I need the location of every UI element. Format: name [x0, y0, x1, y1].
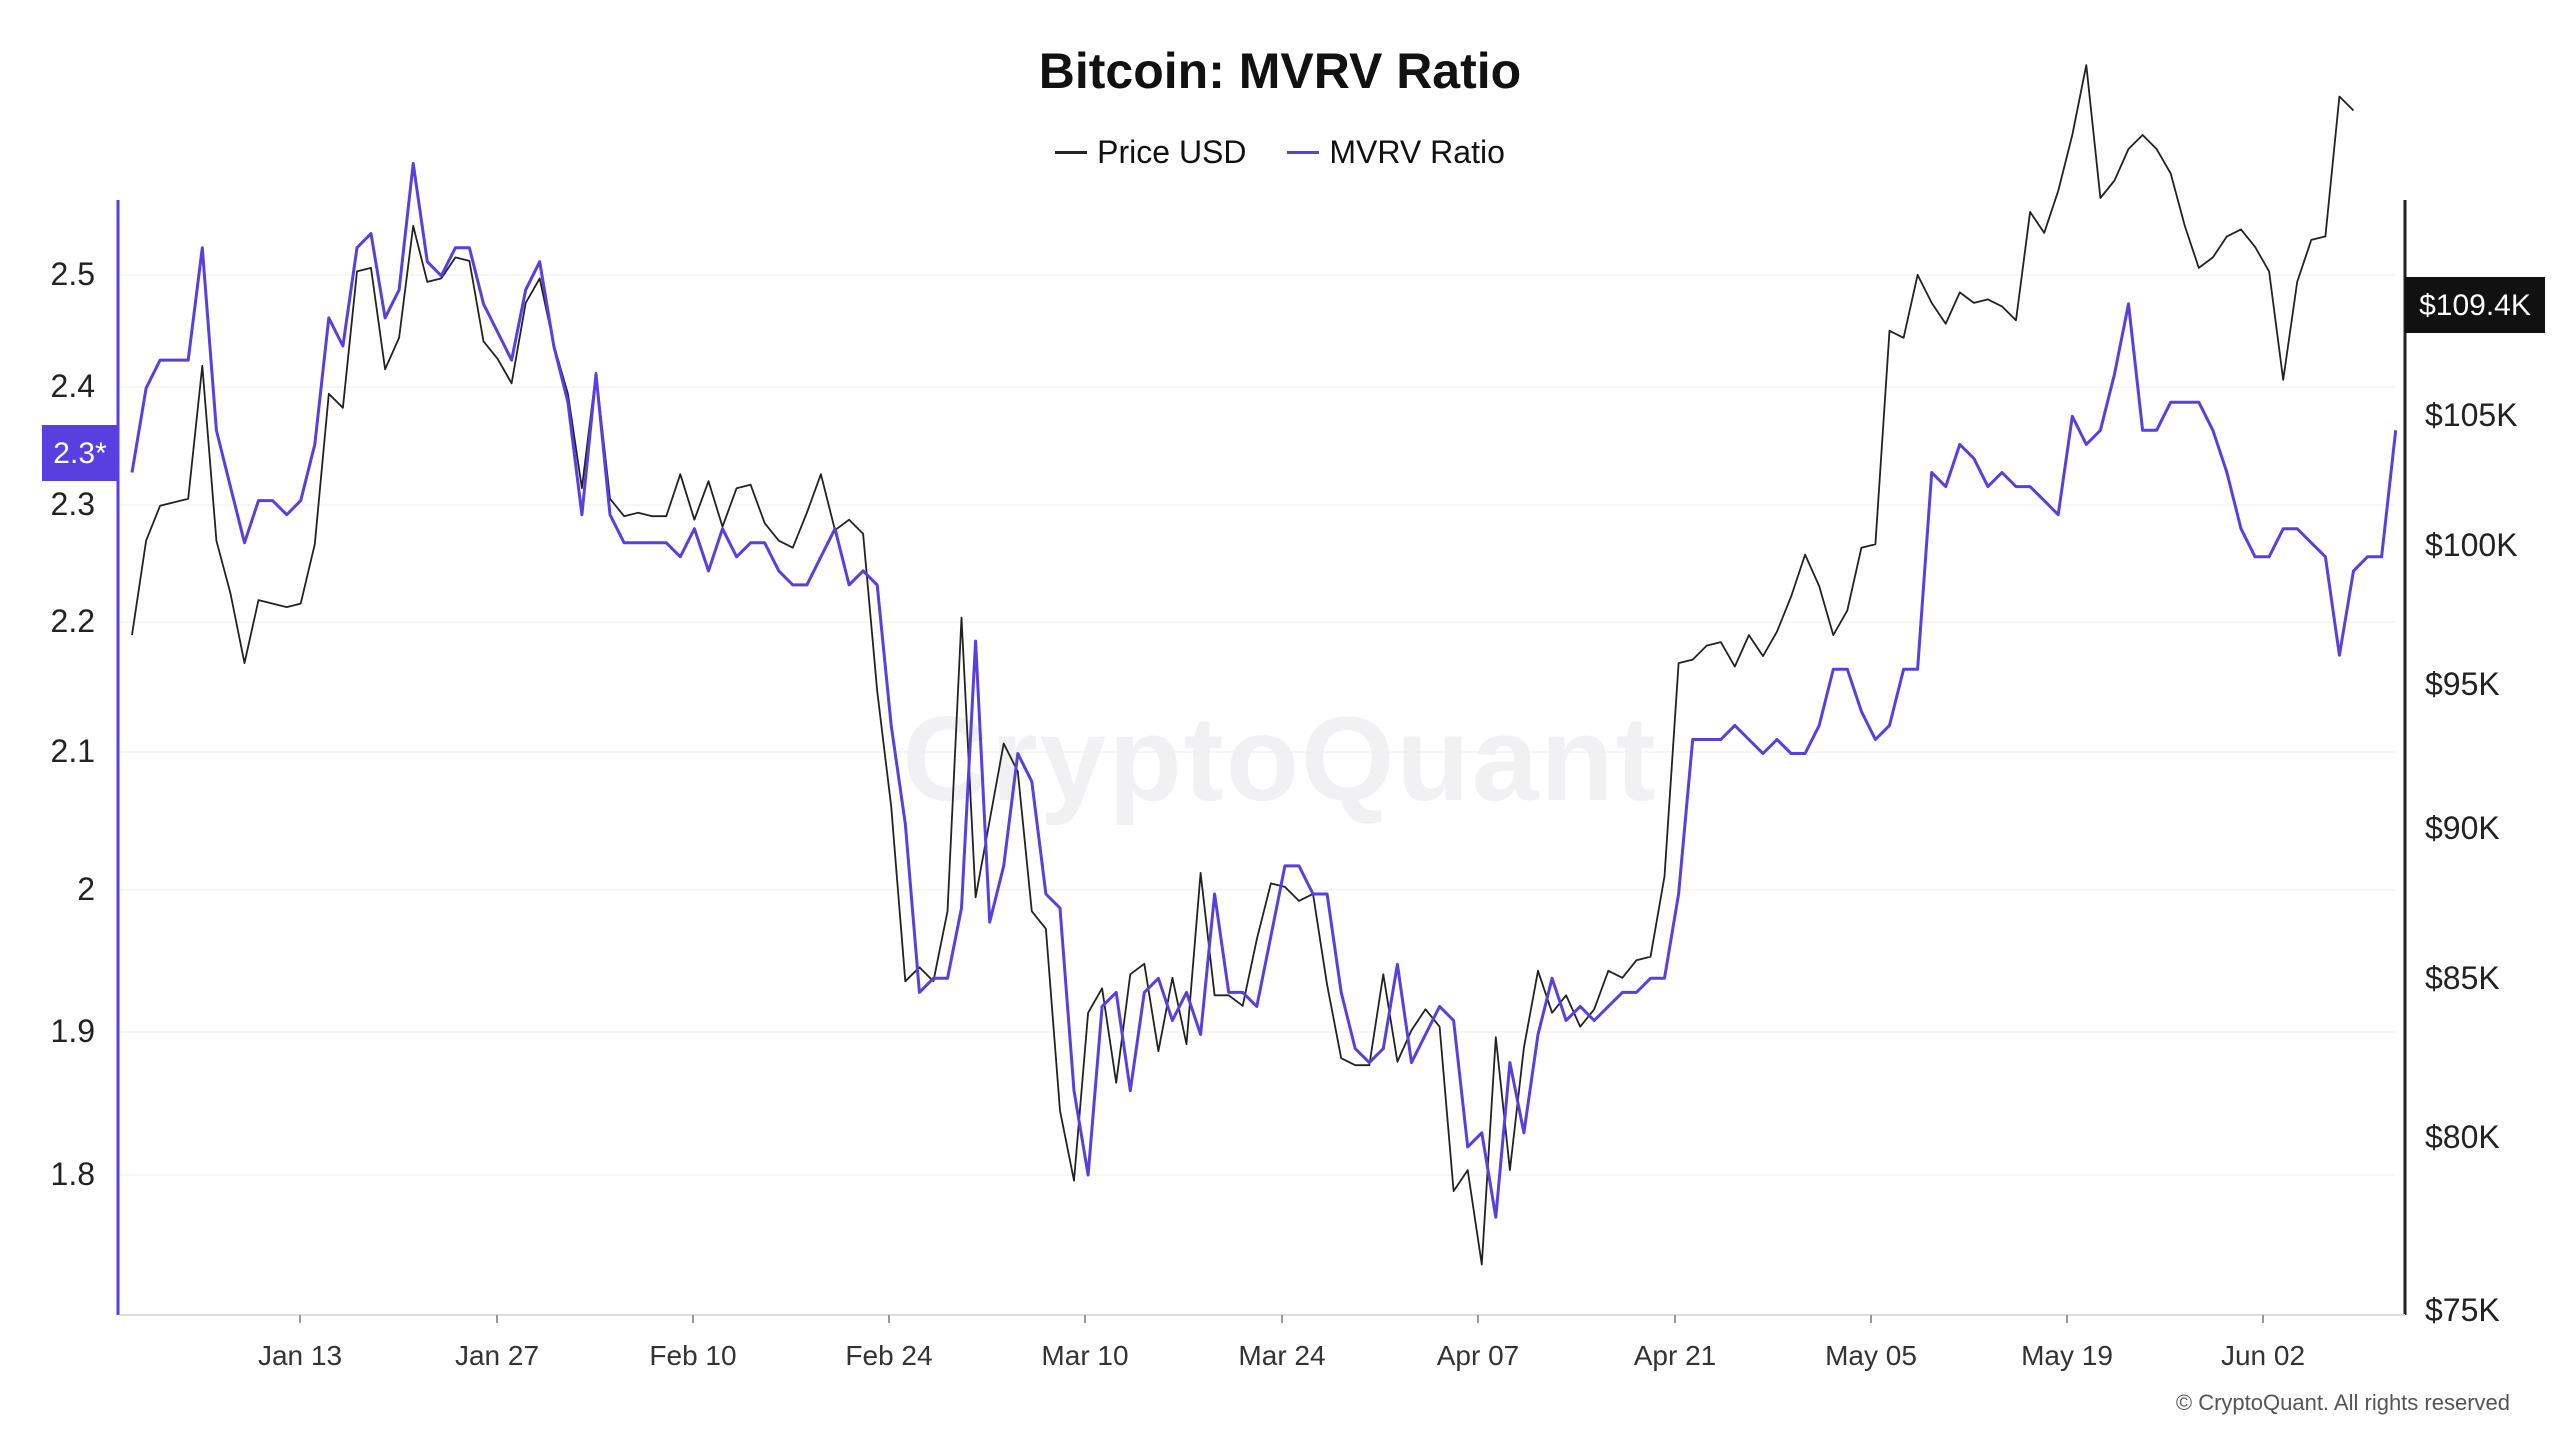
x-tick-label-3: Feb 24 — [845, 1340, 932, 1371]
mvrv-current-label: 2.3* — [53, 437, 107, 470]
right-tick-label-1: $80K — [2425, 1119, 2500, 1155]
x-tick-label-5: Mar 24 — [1238, 1340, 1325, 1371]
x-tick-label-1: Jan 27 — [455, 1340, 539, 1371]
x-tick-label-8: May 05 — [1825, 1340, 1917, 1371]
right-tick-label-5: $100K — [2425, 527, 2518, 563]
left-tick-label-0: 1.8 — [51, 1156, 95, 1192]
series-line-price[interactable] — [131, 64, 2355, 1266]
right-tick-label-6: $105K — [2425, 397, 2518, 433]
x-tick-label-6: Apr 07 — [1437, 1340, 1520, 1371]
chart-title: Bitcoin: MVRV Ratio — [1038, 43, 1522, 99]
legend-swatch-price — [1055, 151, 1088, 154]
watermark: CryptoQuant — [902, 692, 1658, 826]
left-tick-label-7: 2.5 — [51, 256, 95, 292]
x-tick-label-9: May 19 — [2021, 1340, 2113, 1371]
left-tick-label-5: 2.3 — [51, 486, 95, 522]
left-tick-label-3: 2.1 — [51, 733, 95, 769]
right-tick-label-3: $90K — [2425, 810, 2500, 846]
series-line-mvrv[interactable] — [130, 161, 2398, 1219]
price-current-label: $109.4K — [2419, 289, 2531, 322]
x-tick-label-2: Feb 10 — [649, 1340, 736, 1371]
right-tick-label-0: $75K — [2425, 1292, 2500, 1328]
x-tick-label-4: Mar 10 — [1041, 1340, 1128, 1371]
x-tick-label-7: Apr 21 — [1634, 1340, 1717, 1371]
right-tick-label-2: $85K — [2425, 960, 2500, 996]
copyright-notice: © CryptoQuant. All rights reserved — [2175, 1390, 2510, 1415]
legend-label-price: Price USD — [1097, 134, 1247, 170]
left-tick-label-4: 2.2 — [51, 603, 95, 639]
mvrv-current-badge — [42, 425, 118, 481]
x-tick-label-10: Jun 02 — [2221, 1340, 2305, 1371]
price-current-badge — [2405, 277, 2545, 333]
left-tick-label-6: 2.4 — [51, 368, 95, 404]
legend-swatch-mvrv — [1287, 151, 1320, 154]
legend-item-mvrv[interactable]: MVRV Ratio — [1287, 134, 1505, 171]
legend-label-mvrv: MVRV Ratio — [1329, 134, 1505, 170]
left-tick-label-1: 1.9 — [51, 1013, 95, 1049]
right-tick-label-4: $95K — [2425, 666, 2500, 702]
legend[interactable]: Price USD MVRV Ratio — [0, 125, 2560, 171]
legend-item-price[interactable]: Price USD — [1055, 134, 1247, 171]
left-tick-label-2: 2 — [77, 871, 95, 907]
x-tick-label-0: Jan 13 — [258, 1340, 342, 1371]
